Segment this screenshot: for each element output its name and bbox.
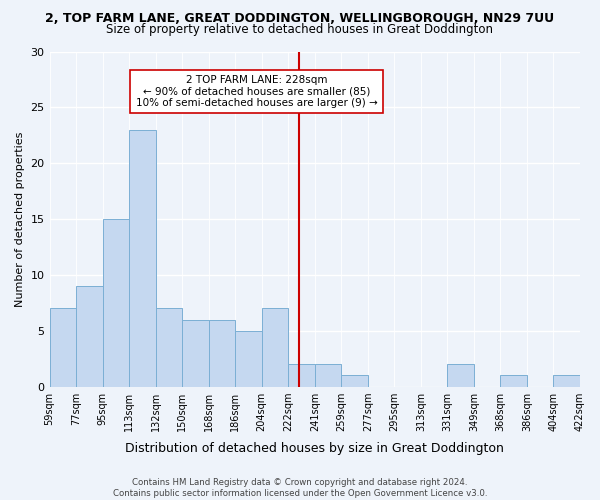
Bar [235,330,262,386]
Bar [288,364,315,386]
Text: Size of property relative to detached houses in Great Doddington: Size of property relative to detached ho… [107,22,493,36]
Bar [448,364,474,386]
Text: 2 TOP FARM LANE: 228sqm
← 90% of detached houses are smaller (85)
10% of semi-de: 2 TOP FARM LANE: 228sqm ← 90% of detache… [136,75,377,108]
Bar [315,364,341,386]
Bar [182,320,209,386]
Bar [155,308,182,386]
Bar [209,320,235,386]
Bar [103,219,129,386]
Text: Contains HM Land Registry data © Crown copyright and database right 2024.
Contai: Contains HM Land Registry data © Crown c… [113,478,487,498]
Bar [500,376,527,386]
Bar [553,376,580,386]
Bar [262,308,288,386]
Bar [129,130,155,386]
X-axis label: Distribution of detached houses by size in Great Doddington: Distribution of detached houses by size … [125,442,504,455]
Bar [50,308,76,386]
Bar [76,286,103,386]
Bar [341,376,368,386]
Y-axis label: Number of detached properties: Number of detached properties [15,132,25,306]
Text: 2, TOP FARM LANE, GREAT DODDINGTON, WELLINGBOROUGH, NN29 7UU: 2, TOP FARM LANE, GREAT DODDINGTON, WELL… [46,12,554,26]
